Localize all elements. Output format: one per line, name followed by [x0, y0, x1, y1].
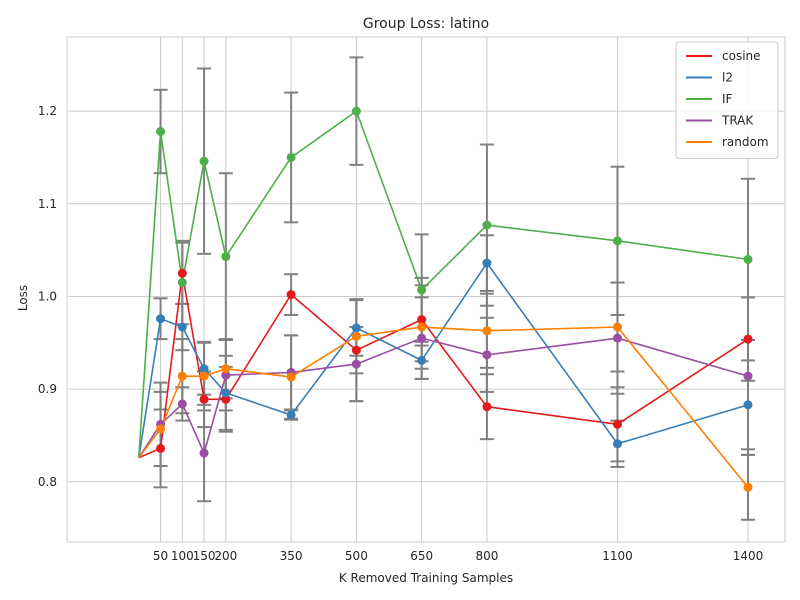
data-point-random — [743, 482, 753, 492]
data-point-l2 — [417, 355, 427, 365]
data-point-cosine — [351, 345, 361, 355]
data-point-IF — [612, 236, 622, 246]
data-point-l2 — [199, 364, 209, 374]
data-point-IF — [482, 220, 492, 230]
data-point-IF — [156, 127, 166, 137]
data-point-l2 — [221, 388, 231, 398]
data-point-cosine — [743, 334, 753, 344]
legend-box — [675, 41, 779, 159]
data-point-TRAK — [612, 333, 622, 343]
data-point-IF — [351, 106, 361, 116]
data-point-cosine — [199, 394, 209, 404]
data-point-random — [221, 364, 231, 374]
y-axis-label: Loss — [16, 285, 30, 311]
data-point-random — [612, 322, 622, 332]
data-point-TRAK — [743, 371, 753, 381]
legend-label-random: random — [722, 135, 769, 149]
axes-frame — [66, 36, 786, 543]
legend-label-cosine: cosine — [722, 49, 761, 63]
x-tick-label: 200 — [214, 549, 237, 563]
axes-border — [66, 36, 786, 543]
y-tick-label: 1.1 — [38, 197, 57, 211]
legend: cosine l2 IF TRAK random — [675, 41, 779, 159]
data-point-l2 — [286, 410, 296, 420]
data-point-TRAK — [482, 350, 492, 360]
data-point-TRAK — [351, 359, 361, 369]
data-point-cosine — [286, 290, 296, 300]
legend-label-l2: l2 — [722, 71, 733, 85]
x-tick-label: 500 — [345, 549, 368, 563]
data-point-random — [286, 372, 296, 382]
x-tick-label: 150 — [193, 549, 216, 563]
data-point-IF — [743, 254, 753, 264]
data-point-TRAK — [177, 399, 187, 409]
chart-title: Group Loss: latino — [363, 16, 489, 32]
data-point-l2 — [482, 258, 492, 268]
data-point-random — [482, 326, 492, 336]
legend-label-IF: IF — [722, 92, 733, 106]
y-tick-label: 0.9 — [38, 382, 57, 396]
x-tick-label: 50 — [153, 549, 168, 563]
data-point-cosine — [156, 443, 166, 453]
x-tick-label: 800 — [475, 549, 498, 563]
data-point-IF — [286, 152, 296, 162]
data-point-l2 — [743, 400, 753, 410]
data-point-IF — [221, 252, 231, 262]
data-point-l2 — [612, 439, 622, 449]
data-point-IF — [417, 285, 427, 295]
x-tick-label: 650 — [410, 549, 433, 563]
x-axis-label: K Removed Training Samples — [339, 571, 513, 585]
series-markers — [156, 106, 753, 492]
data-point-random — [156, 424, 166, 434]
data-point-TRAK — [221, 370, 231, 380]
data-point-cosine — [482, 402, 492, 412]
data-point-random — [417, 322, 427, 332]
data-point-TRAK — [417, 333, 427, 343]
data-point-random — [177, 371, 187, 381]
data-point-l2 — [177, 322, 187, 332]
data-point-cosine — [417, 315, 427, 325]
data-point-cosine — [221, 394, 231, 404]
y-tick-label: 1.2 — [38, 104, 57, 118]
data-point-cosine — [612, 419, 622, 429]
data-point-l2 — [156, 314, 166, 324]
x-tick-label: 100 — [171, 549, 194, 563]
data-point-IF — [199, 156, 209, 166]
x-tick-label: 350 — [280, 549, 303, 563]
data-point-cosine — [177, 268, 187, 278]
legend-label-TRAK: TRAK — [721, 114, 754, 128]
data-point-IF — [177, 278, 187, 288]
x-tick-label: 1400 — [733, 549, 764, 563]
y-tick-label: 1.0 — [38, 289, 57, 303]
data-point-l2 — [351, 323, 361, 333]
y-axis-ticks: 0.8 0.9 1.0 1.1 1.2 — [38, 104, 57, 489]
x-tick-label: 1100 — [602, 549, 633, 563]
y-tick-label: 0.8 — [38, 475, 57, 489]
data-point-TRAK — [199, 448, 209, 458]
data-point-random — [199, 371, 209, 381]
data-point-random — [351, 331, 361, 341]
